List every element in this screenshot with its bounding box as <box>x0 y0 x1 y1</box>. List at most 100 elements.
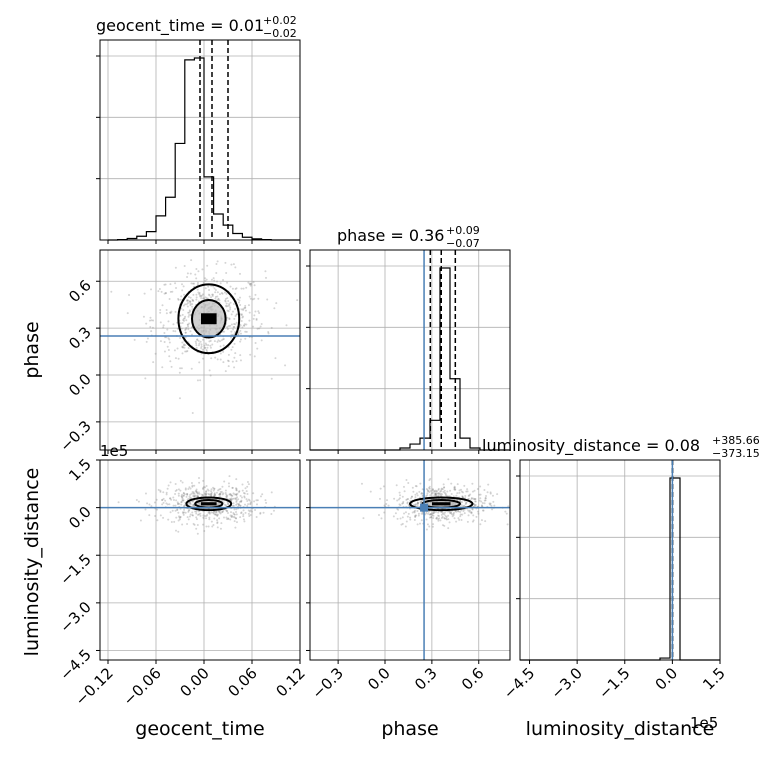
contour-line <box>185 496 233 512</box>
sample-point <box>182 304 185 307</box>
panel-frame <box>519 459 721 661</box>
sample-point <box>159 311 162 314</box>
sample-point <box>252 281 255 284</box>
contour-line <box>191 299 227 339</box>
sample-point <box>399 517 402 520</box>
sample-point <box>398 503 401 506</box>
sample-point <box>226 494 229 497</box>
sample-point <box>242 315 245 318</box>
sample-point <box>179 507 182 510</box>
sample-point <box>420 492 423 495</box>
sample-point <box>417 514 420 517</box>
sample-point <box>383 504 386 507</box>
sample-point <box>196 338 199 341</box>
sample-point <box>426 490 429 493</box>
sample-point <box>253 297 256 300</box>
sample-point <box>221 493 224 496</box>
sample-point <box>237 502 240 505</box>
sample-point <box>244 503 247 506</box>
sample-point <box>189 503 192 506</box>
sample-point <box>187 346 190 349</box>
sample-point <box>233 513 236 516</box>
sample-point <box>170 310 173 313</box>
sample-point <box>207 492 210 495</box>
sample-point <box>198 292 201 295</box>
sample-point <box>456 492 459 495</box>
sample-point <box>180 503 183 506</box>
sample-point <box>162 516 165 519</box>
sample-point <box>414 515 417 518</box>
sample-point <box>454 488 457 491</box>
sample-point <box>238 500 241 503</box>
sample-point <box>453 488 456 491</box>
sample-point <box>432 514 435 517</box>
sample-point <box>221 511 224 514</box>
sample-point <box>189 304 192 307</box>
sample-point <box>206 488 209 491</box>
sample-point <box>231 486 234 489</box>
sample-point <box>160 290 163 293</box>
sample-point <box>489 502 492 505</box>
sample-point <box>213 517 216 520</box>
sample-point <box>260 339 263 342</box>
sample-point <box>248 311 251 314</box>
sample-point <box>186 498 189 501</box>
xtick-label-luminosity_distance: 0.0 <box>652 664 682 694</box>
sample-point <box>464 497 467 500</box>
sample-point <box>239 324 242 327</box>
histogram-luminosity_distance <box>520 477 720 661</box>
sample-point <box>460 488 463 491</box>
sample-point <box>243 495 246 498</box>
sample-point <box>239 359 242 362</box>
sample-point <box>188 515 191 518</box>
sample-point <box>217 297 220 300</box>
sample-point <box>362 517 365 520</box>
sample-point <box>184 350 187 353</box>
scatter-phase-luminosity_distance <box>310 460 510 660</box>
sample-point <box>196 513 199 516</box>
sample-point <box>210 492 213 495</box>
sample-point <box>163 292 166 295</box>
sample-point <box>214 289 217 292</box>
sample-point <box>233 342 236 345</box>
sample-point <box>242 515 245 518</box>
sample-point <box>195 346 198 349</box>
sample-point <box>191 298 194 301</box>
sample-point <box>417 512 420 515</box>
sample-point <box>443 486 446 489</box>
sample-point <box>217 510 220 513</box>
sample-point <box>243 520 246 523</box>
sample-point <box>187 302 190 305</box>
sample-point <box>161 503 164 506</box>
sample-point <box>229 301 232 304</box>
sample-point <box>155 498 158 501</box>
sample-point <box>474 503 477 506</box>
sample-point <box>151 326 154 329</box>
sample-point <box>443 489 446 492</box>
sample-point <box>259 325 262 328</box>
sample-point <box>484 497 487 500</box>
sample-point <box>221 338 224 341</box>
sample-point <box>226 297 229 300</box>
sample-point <box>205 493 208 496</box>
sample-point <box>182 512 185 515</box>
sample-point <box>491 494 494 497</box>
sample-point <box>181 499 184 502</box>
sample-point <box>442 490 445 493</box>
sample-point <box>470 497 473 500</box>
sample-point <box>406 501 409 504</box>
sample-point <box>194 494 197 497</box>
sample-point <box>196 492 199 495</box>
sample-point <box>448 510 451 513</box>
sample-point <box>168 497 171 500</box>
sample-point <box>416 494 419 497</box>
sample-point <box>203 346 206 349</box>
sample-point <box>212 277 215 280</box>
sample-point <box>467 494 470 497</box>
sample-point <box>428 516 431 519</box>
sample-point <box>244 330 247 333</box>
sample-point <box>229 308 232 311</box>
sample-point <box>235 494 238 497</box>
sample-point <box>243 496 246 499</box>
sample-point <box>204 346 207 349</box>
